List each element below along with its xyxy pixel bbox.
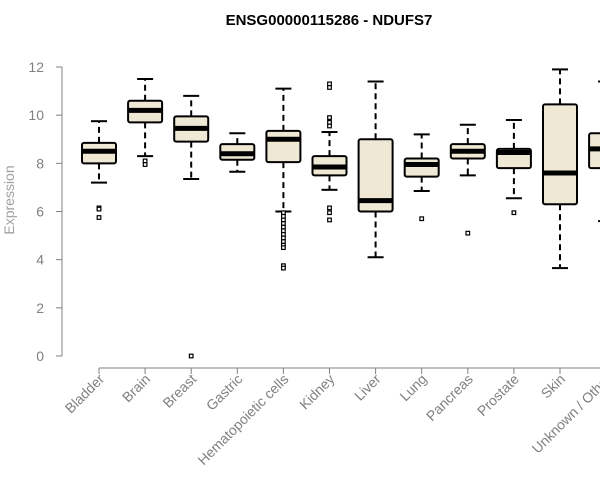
outlier-point: [96, 215, 102, 220]
box-group-1: [127, 78, 164, 167]
box-group-4: [265, 87, 302, 271]
box-group-8: [449, 123, 486, 236]
outlier-point: [327, 85, 332, 90]
y-tick-label-0: 0: [36, 348, 44, 364]
box-group-9: [495, 118, 532, 216]
outlier-point: [327, 115, 332, 120]
outlier-point: [281, 245, 286, 251]
outlier-point: [465, 230, 471, 236]
chart-title: ENSG00000115286 - NDUFS7: [226, 12, 433, 29]
x-tick-label-10: Skin: [538, 371, 569, 402]
box-iqr: [357, 138, 394, 213]
outlier-point: [142, 162, 148, 167]
box-group-0: [81, 120, 117, 220]
outlier-point: [327, 123, 332, 129]
box-group-7: [403, 133, 440, 222]
x-tick-label-6: Liver: [351, 371, 384, 404]
x-tick-label-0: Bladder: [62, 371, 108, 417]
y-tick-label-6: 12: [28, 59, 44, 75]
y-tick-label-3: 6: [36, 204, 44, 220]
outlier-point: [327, 205, 332, 211]
box-group-5: [311, 81, 348, 223]
y-tick-label-2: 4: [36, 252, 44, 268]
x-tick-label-9: Prostate: [474, 371, 522, 419]
x-tick-label-1: Brain: [119, 371, 153, 405]
outlier-point: [419, 216, 425, 222]
outlier-point: [327, 217, 332, 223]
outlier-point: [281, 265, 286, 271]
y-tick-label-5: 10: [28, 107, 44, 123]
outlier-point: [327, 210, 332, 216]
y-tick-label-4: 8: [36, 155, 44, 171]
outlier-point: [511, 210, 517, 216]
x-tick-label-8: Pancreas: [423, 371, 476, 424]
x-tick-label-2: Breast: [159, 371, 199, 411]
x-tick-label-4: Hematopoietic cells: [194, 371, 291, 468]
box-iqr: [403, 157, 440, 178]
x-tick-label-5: Kidney: [296, 371, 338, 413]
y-tick-label-1: 2: [36, 300, 44, 316]
box-group-3: [219, 132, 256, 173]
y-axis-label: Expression: [1, 165, 17, 234]
plot-area: 0 2 4 6 8 10 12 Bladder Brain Breast GastricHemato…: [28, 59, 600, 468]
box-group-6: [357, 80, 394, 259]
box-group-2: [173, 94, 210, 359]
box-iqr: [542, 103, 578, 206]
box-iqr: [265, 129, 302, 164]
outlier-point: [96, 206, 102, 212]
box-group-10: [542, 68, 578, 270]
outlier-point: [188, 353, 194, 359]
box-group-11: [588, 80, 600, 223]
x-tick-label-3: Gastric: [203, 371, 246, 414]
x-tick-label-7: Lung: [396, 371, 429, 404]
